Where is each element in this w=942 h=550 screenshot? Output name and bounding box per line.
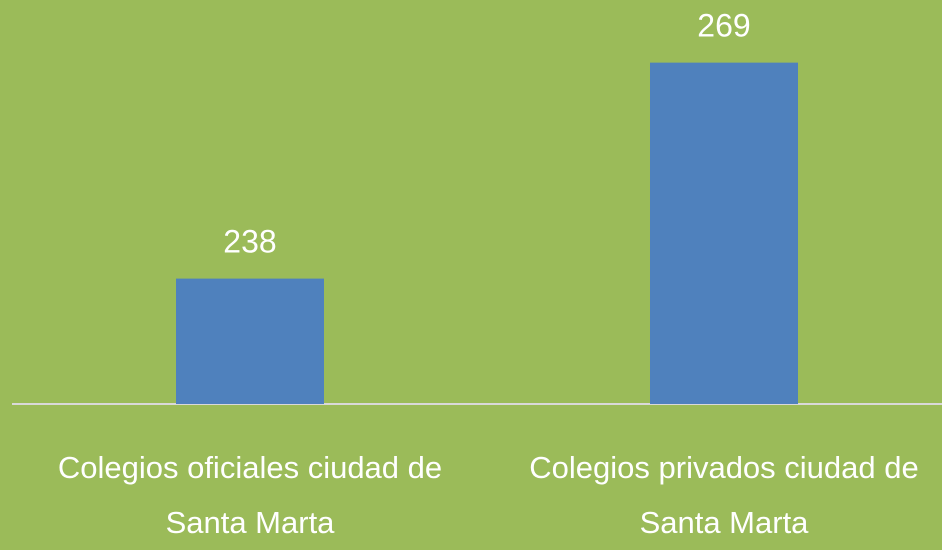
data-label: 238: [223, 224, 276, 260]
data-label: 269: [697, 8, 750, 44]
x-tick-label: Colegios oficiales ciudad de Santa Marta: [57, 450, 443, 540]
bar: [650, 62, 798, 405]
x-tick-label: Colegios privados ciudad de Santa Marta: [529, 450, 919, 540]
bar: [176, 278, 324, 404]
